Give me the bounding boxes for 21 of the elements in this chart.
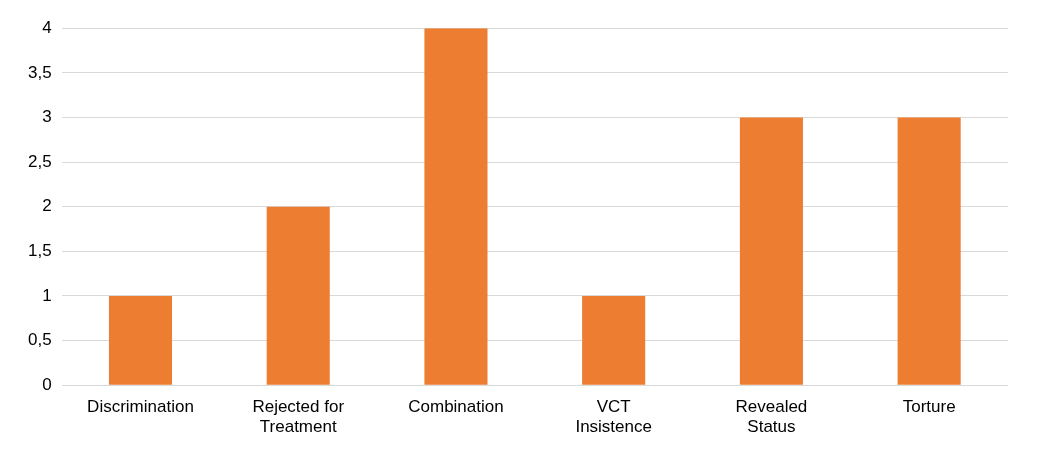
y-tick-label: 2,5	[27, 151, 52, 171]
y-tick-label: 0,5	[27, 330, 52, 350]
bar	[266, 206, 330, 385]
y-tick-label: 2	[42, 196, 52, 216]
x-tick-label: VCT Insistence	[575, 397, 652, 437]
y-tick-label: 3,5	[27, 62, 52, 82]
bar	[424, 28, 488, 385]
x-tick-label: Torture	[902, 397, 956, 417]
bar	[582, 295, 646, 385]
y-tick-label: 1,5	[27, 241, 52, 261]
x-tick-label: Combination	[408, 397, 504, 417]
y-tick-label: 4	[42, 17, 52, 37]
y-tick-label: 0	[42, 374, 52, 394]
bar	[897, 117, 961, 385]
x-tick-label: Discrimination	[87, 397, 194, 417]
bar	[739, 117, 803, 385]
bar	[108, 295, 173, 385]
y-tick-label: 1	[42, 285, 52, 305]
x-tick-label: Rejected for Treatment	[252, 397, 345, 437]
x-tick-label: Revealed Status	[735, 397, 808, 437]
y-tick-label: 3	[42, 107, 52, 127]
